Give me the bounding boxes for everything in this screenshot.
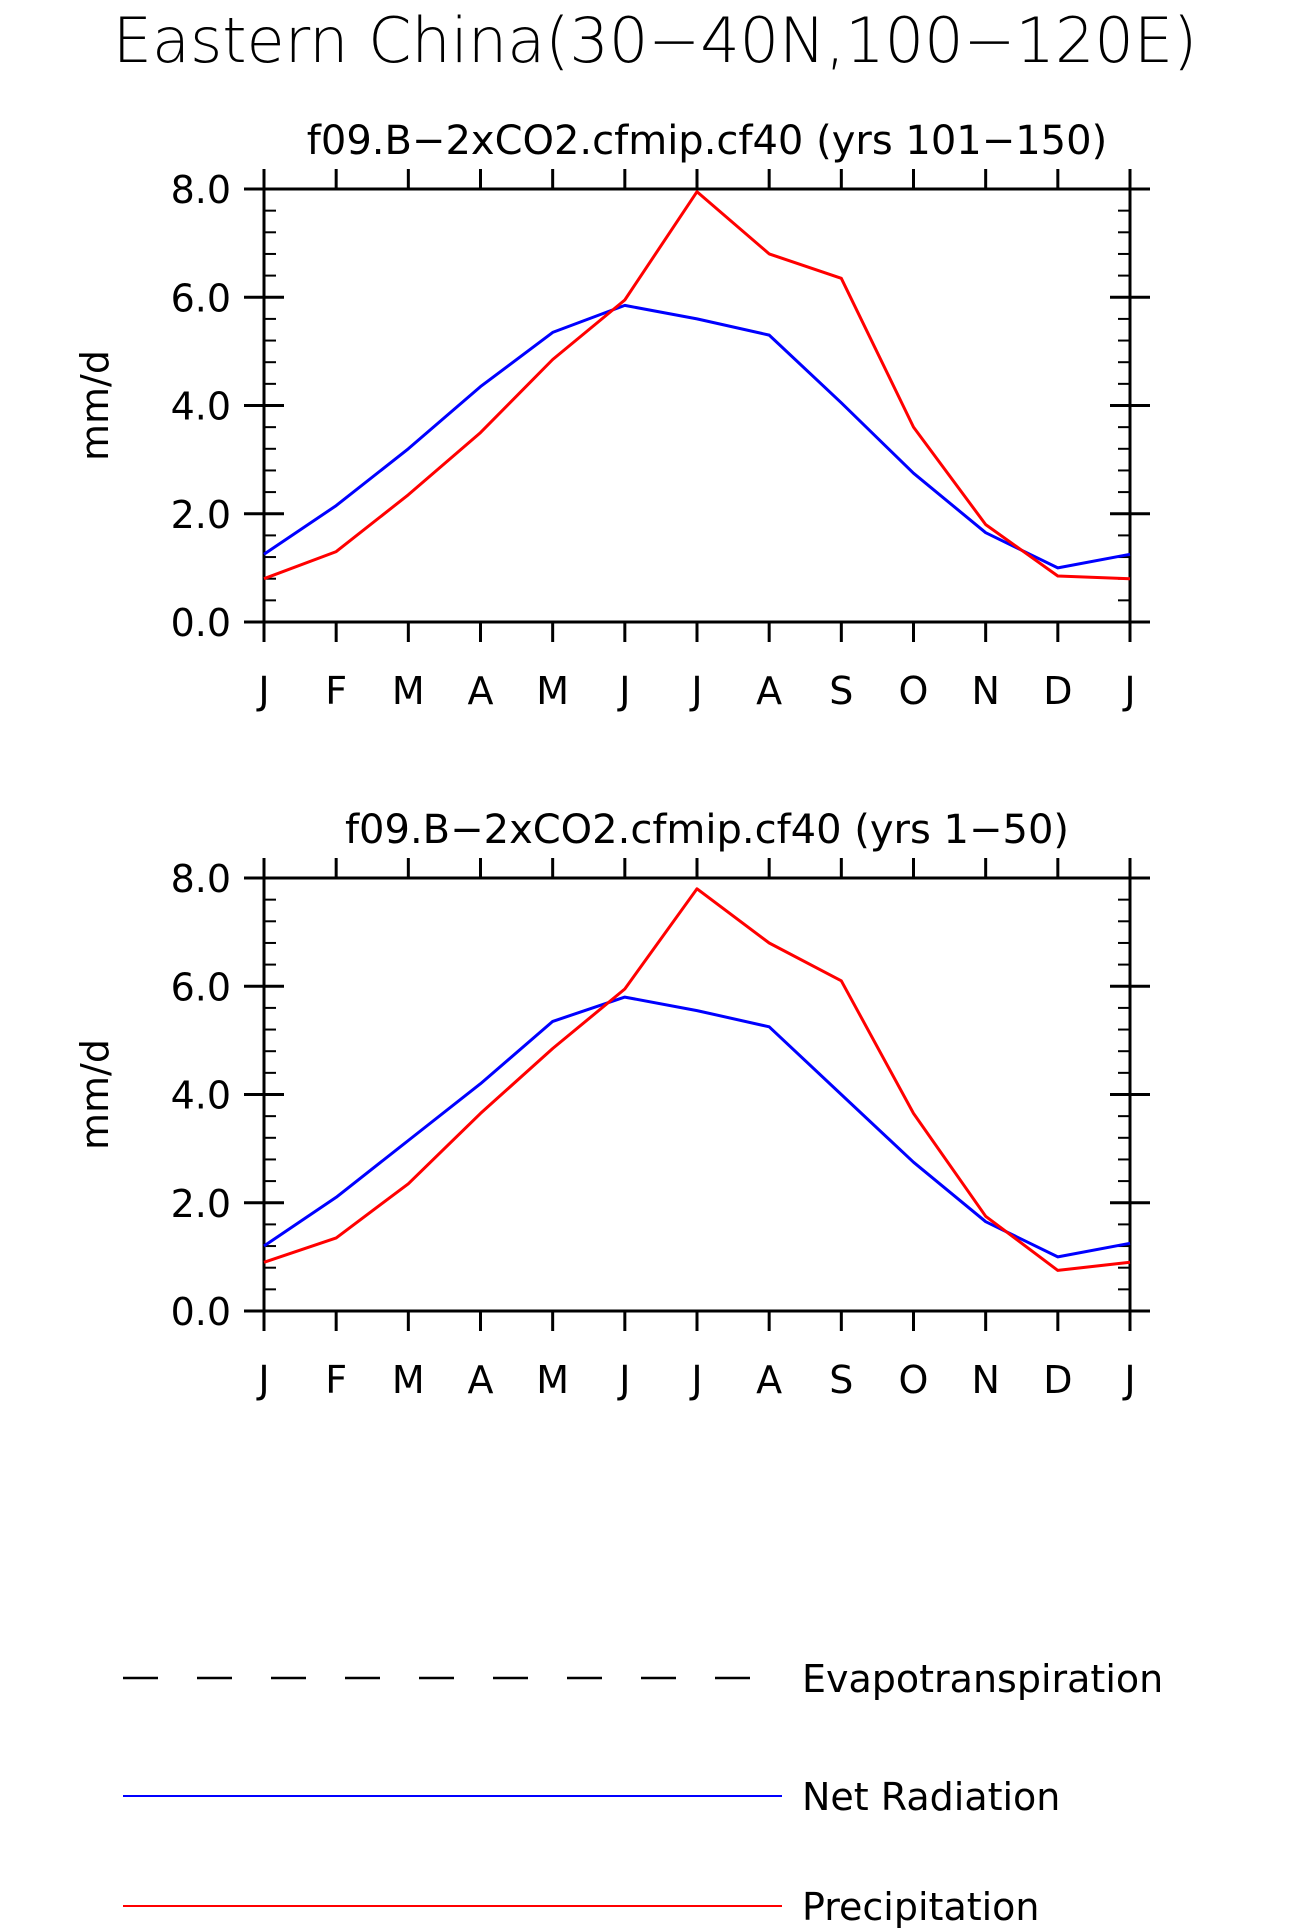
plot-frame [262, 187, 1132, 624]
x-tick-label: D [1043, 1358, 1072, 1402]
legend-label: Precipitation [802, 1885, 1040, 1928]
x-tick-label: S [829, 669, 853, 713]
x-tick-label: N [971, 669, 999, 713]
y-tick-label: 8.0 [171, 168, 231, 212]
y-tick-label: 2.0 [171, 1182, 231, 1226]
y-tick-label: 4.0 [171, 385, 231, 429]
y-tick-label: 0.0 [171, 1290, 231, 1334]
x-tick-label: A [756, 669, 782, 713]
x-tick-label: A [468, 669, 494, 713]
x-tick-label: F [325, 669, 347, 713]
x-tick-label: F [325, 1358, 347, 1402]
panel-title: f09.B−2xCO2.cfmip.cf40 (yrs 1−50) [345, 807, 1069, 853]
x-tick-label: N [971, 1358, 999, 1402]
x-tick-label: O [899, 1358, 929, 1402]
panel-title: f09.B−2xCO2.cfmip.cf40 (yrs 101−150) [307, 118, 1107, 164]
y-axis-label: mm/d [73, 350, 117, 461]
chart-panels: f09.B−2xCO2.cfmip.cf40 (yrs 101−150)J F M A… [73, 118, 1150, 1402]
y-tick-label: 0.0 [171, 601, 231, 645]
legend-label: Evapotranspiration [802, 1657, 1163, 1701]
x-tick-label: D [1043, 669, 1072, 713]
x-tick-label: M [536, 1358, 569, 1402]
chart-panel-1: f09.B−2xCO2.cfmip.cf40 (yrs 101−150)J F M A… [73, 118, 1150, 713]
x-tick-label: A [756, 1358, 782, 1402]
series-line-net-radiation [263, 995, 1131, 1259]
plot-frame [262, 876, 1132, 1313]
x-tick-label: O [899, 669, 929, 713]
series-line-net-radiation [263, 303, 1131, 570]
x-tick-label: J [1122, 1358, 1135, 1402]
x-tick-label: J [256, 1358, 269, 1402]
x-tick-label: M [392, 669, 425, 713]
y-tick-label: 6.0 [171, 276, 231, 320]
x-tick-label: S [829, 1358, 853, 1402]
series-line-precipitation [263, 887, 1131, 1272]
legend: Evapotranspiration Net Radiation Precipita… [123, 1657, 1163, 1928]
series-line-precipitation [263, 190, 1131, 581]
x-tick-label: J [1122, 669, 1135, 713]
x-tick-label: J [256, 669, 269, 713]
figure-title: Eastern China(30−40N,100−120E) [113, 4, 1197, 77]
y-axis-label: mm/d [73, 1039, 117, 1150]
x-tick-label: J [689, 1358, 702, 1402]
x-tick-label: J [617, 669, 630, 713]
x-tick-label: M [536, 669, 569, 713]
y-tick-label: 4.0 [171, 1074, 231, 1118]
x-tick-label: A [468, 1358, 494, 1402]
x-tick-label: J [617, 1358, 630, 1402]
x-tick-label: M [392, 1358, 425, 1402]
chart-panel-2: f09.B−2xCO2.cfmip.cf40 (yrs 1−50)J F M A M J J… [73, 807, 1150, 1402]
x-tick-label: J [689, 669, 702, 713]
y-tick-label: 2.0 [171, 493, 231, 537]
y-tick-label: 6.0 [171, 965, 231, 1009]
legend-label: Net Radiation [802, 1775, 1060, 1819]
y-tick-label: 8.0 [171, 857, 231, 901]
